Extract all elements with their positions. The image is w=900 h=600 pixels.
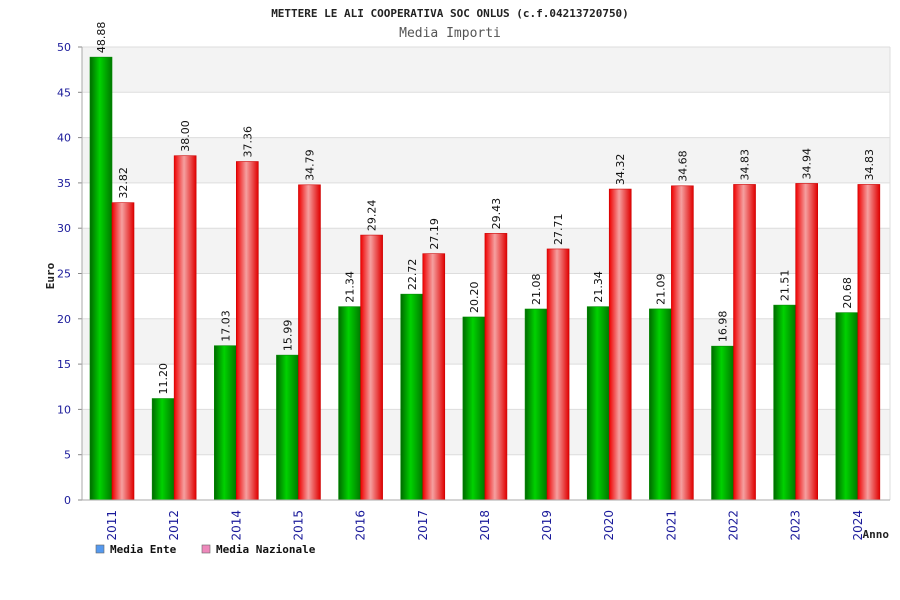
- x-tick-label: 2011: [105, 510, 119, 541]
- chart-title: METTERE LE ALI COOPERATIVA SOC ONLUS (c.…: [271, 7, 629, 20]
- value-label: 34.83: [739, 149, 752, 181]
- x-axis-label: Anno: [863, 528, 890, 541]
- legend-label-ente: Media Ente: [110, 543, 177, 556]
- value-label: 34.83: [863, 149, 876, 181]
- bar-nazionale: [795, 183, 818, 501]
- bar-nazionale: [484, 233, 508, 501]
- value-label: 20.68: [841, 277, 854, 309]
- bar-nazionale: [546, 248, 570, 501]
- x-tick-label: 2024: [851, 510, 865, 541]
- x-tick-label: 2022: [727, 510, 741, 541]
- x-tick-label: 2020: [602, 510, 616, 541]
- bar-ente: [711, 345, 734, 501]
- x-tick-label: 2015: [291, 510, 305, 541]
- y-tick-label: 15: [57, 358, 71, 371]
- y-tick-label: 25: [57, 268, 71, 281]
- y-tick-label: 35: [57, 177, 71, 190]
- x-tick-label: 2014: [229, 510, 243, 541]
- value-label: 32.82: [117, 167, 130, 199]
- bar-ente: [89, 56, 113, 501]
- value-label: 34.94: [801, 148, 814, 180]
- bar-ente: [338, 306, 361, 501]
- plot-band: [82, 137, 890, 183]
- y-axis: 0 5 10 15 20 25 30 35 40 45 50: [57, 41, 891, 507]
- bar-ente: [151, 398, 175, 501]
- y-tick-label: 10: [57, 403, 71, 416]
- plot-band: [82, 182, 890, 229]
- bar-nazionale: [608, 188, 632, 501]
- value-label: 16.98: [717, 311, 730, 343]
- x-tick-label: 2017: [416, 510, 430, 541]
- bar-nazionale: [298, 184, 321, 501]
- value-label: 21.09: [654, 273, 667, 305]
- x-axis: 2011 2012 2014 2015 2016 2017 2018 2019 2020 2021…: [82, 499, 890, 541]
- plot-band: [82, 92, 890, 138]
- legend-swatch-nazionale: [201, 544, 211, 554]
- bar-nazionale: [857, 184, 881, 501]
- y-tick-label: 30: [57, 222, 71, 235]
- value-labels: 48.88 32.82 11.20 38.00 17.03 37.36 15.99 34.79…: [95, 22, 876, 395]
- bar-nazionale: [733, 184, 756, 501]
- value-label: 34.68: [676, 150, 689, 182]
- value-label: 22.72: [406, 259, 419, 291]
- legend: Media Ente Media Nazionale: [95, 543, 316, 556]
- value-label: 29.43: [490, 198, 503, 230]
- bar-ente: [276, 354, 299, 501]
- bar-nazionale: [360, 234, 383, 501]
- value-label: 21.34: [592, 271, 605, 303]
- y-tick-label: 0: [64, 494, 71, 507]
- bar-ente: [649, 308, 672, 501]
- y-tick-label: 45: [57, 86, 71, 99]
- bar-nazionale: [236, 161, 259, 501]
- value-label: 27.71: [552, 213, 565, 245]
- bar-ente: [835, 312, 859, 501]
- x-tick-label: 2016: [354, 510, 368, 541]
- value-label: 17.03: [219, 310, 232, 342]
- x-tick-label: 2021: [664, 510, 678, 541]
- bars: [89, 56, 881, 501]
- x-tick-label: 2023: [789, 510, 803, 541]
- bar-ente: [400, 293, 424, 501]
- bar-nazionale: [422, 253, 446, 501]
- x-tick-label: 2018: [478, 510, 492, 541]
- bar-ente: [773, 304, 796, 501]
- value-label: 34.32: [614, 154, 627, 186]
- value-label: 21.51: [779, 270, 792, 302]
- bar-nazionale: [671, 185, 694, 501]
- y-tick-label: 5: [64, 449, 71, 462]
- value-label: 15.99: [281, 320, 294, 352]
- legend-swatch-ente: [95, 544, 105, 554]
- bar-ente: [214, 345, 237, 501]
- bar-ente: [524, 308, 548, 501]
- value-label: 48.88: [95, 22, 108, 54]
- x-tick-label: 2012: [167, 510, 181, 541]
- x-tick-label: 2019: [540, 510, 554, 541]
- bar-nazionale: [173, 155, 197, 501]
- y-axis-label: Euro: [44, 262, 57, 289]
- y-tick-label: 40: [57, 132, 71, 145]
- bar-ente: [462, 316, 486, 501]
- value-label: 29.24: [366, 200, 379, 232]
- chart-subtitle: Media Importi: [399, 26, 501, 41]
- y-tick-label: 20: [57, 313, 71, 326]
- legend-label-nazionale: Media Nazionale: [216, 543, 316, 556]
- value-label: 27.19: [428, 218, 441, 250]
- y-tick-label: 50: [57, 41, 71, 54]
- plot-band: [82, 47, 890, 93]
- bar-ente: [586, 306, 610, 501]
- value-label: 21.34: [344, 271, 357, 303]
- value-label: 34.79: [303, 149, 316, 181]
- value-label: 38.00: [179, 120, 192, 152]
- value-label: 11.20: [157, 363, 170, 395]
- value-label: 21.08: [530, 274, 543, 306]
- bar-nazionale: [111, 202, 135, 501]
- value-label: 20.20: [468, 281, 481, 313]
- value-label: 37.36: [241, 126, 254, 157]
